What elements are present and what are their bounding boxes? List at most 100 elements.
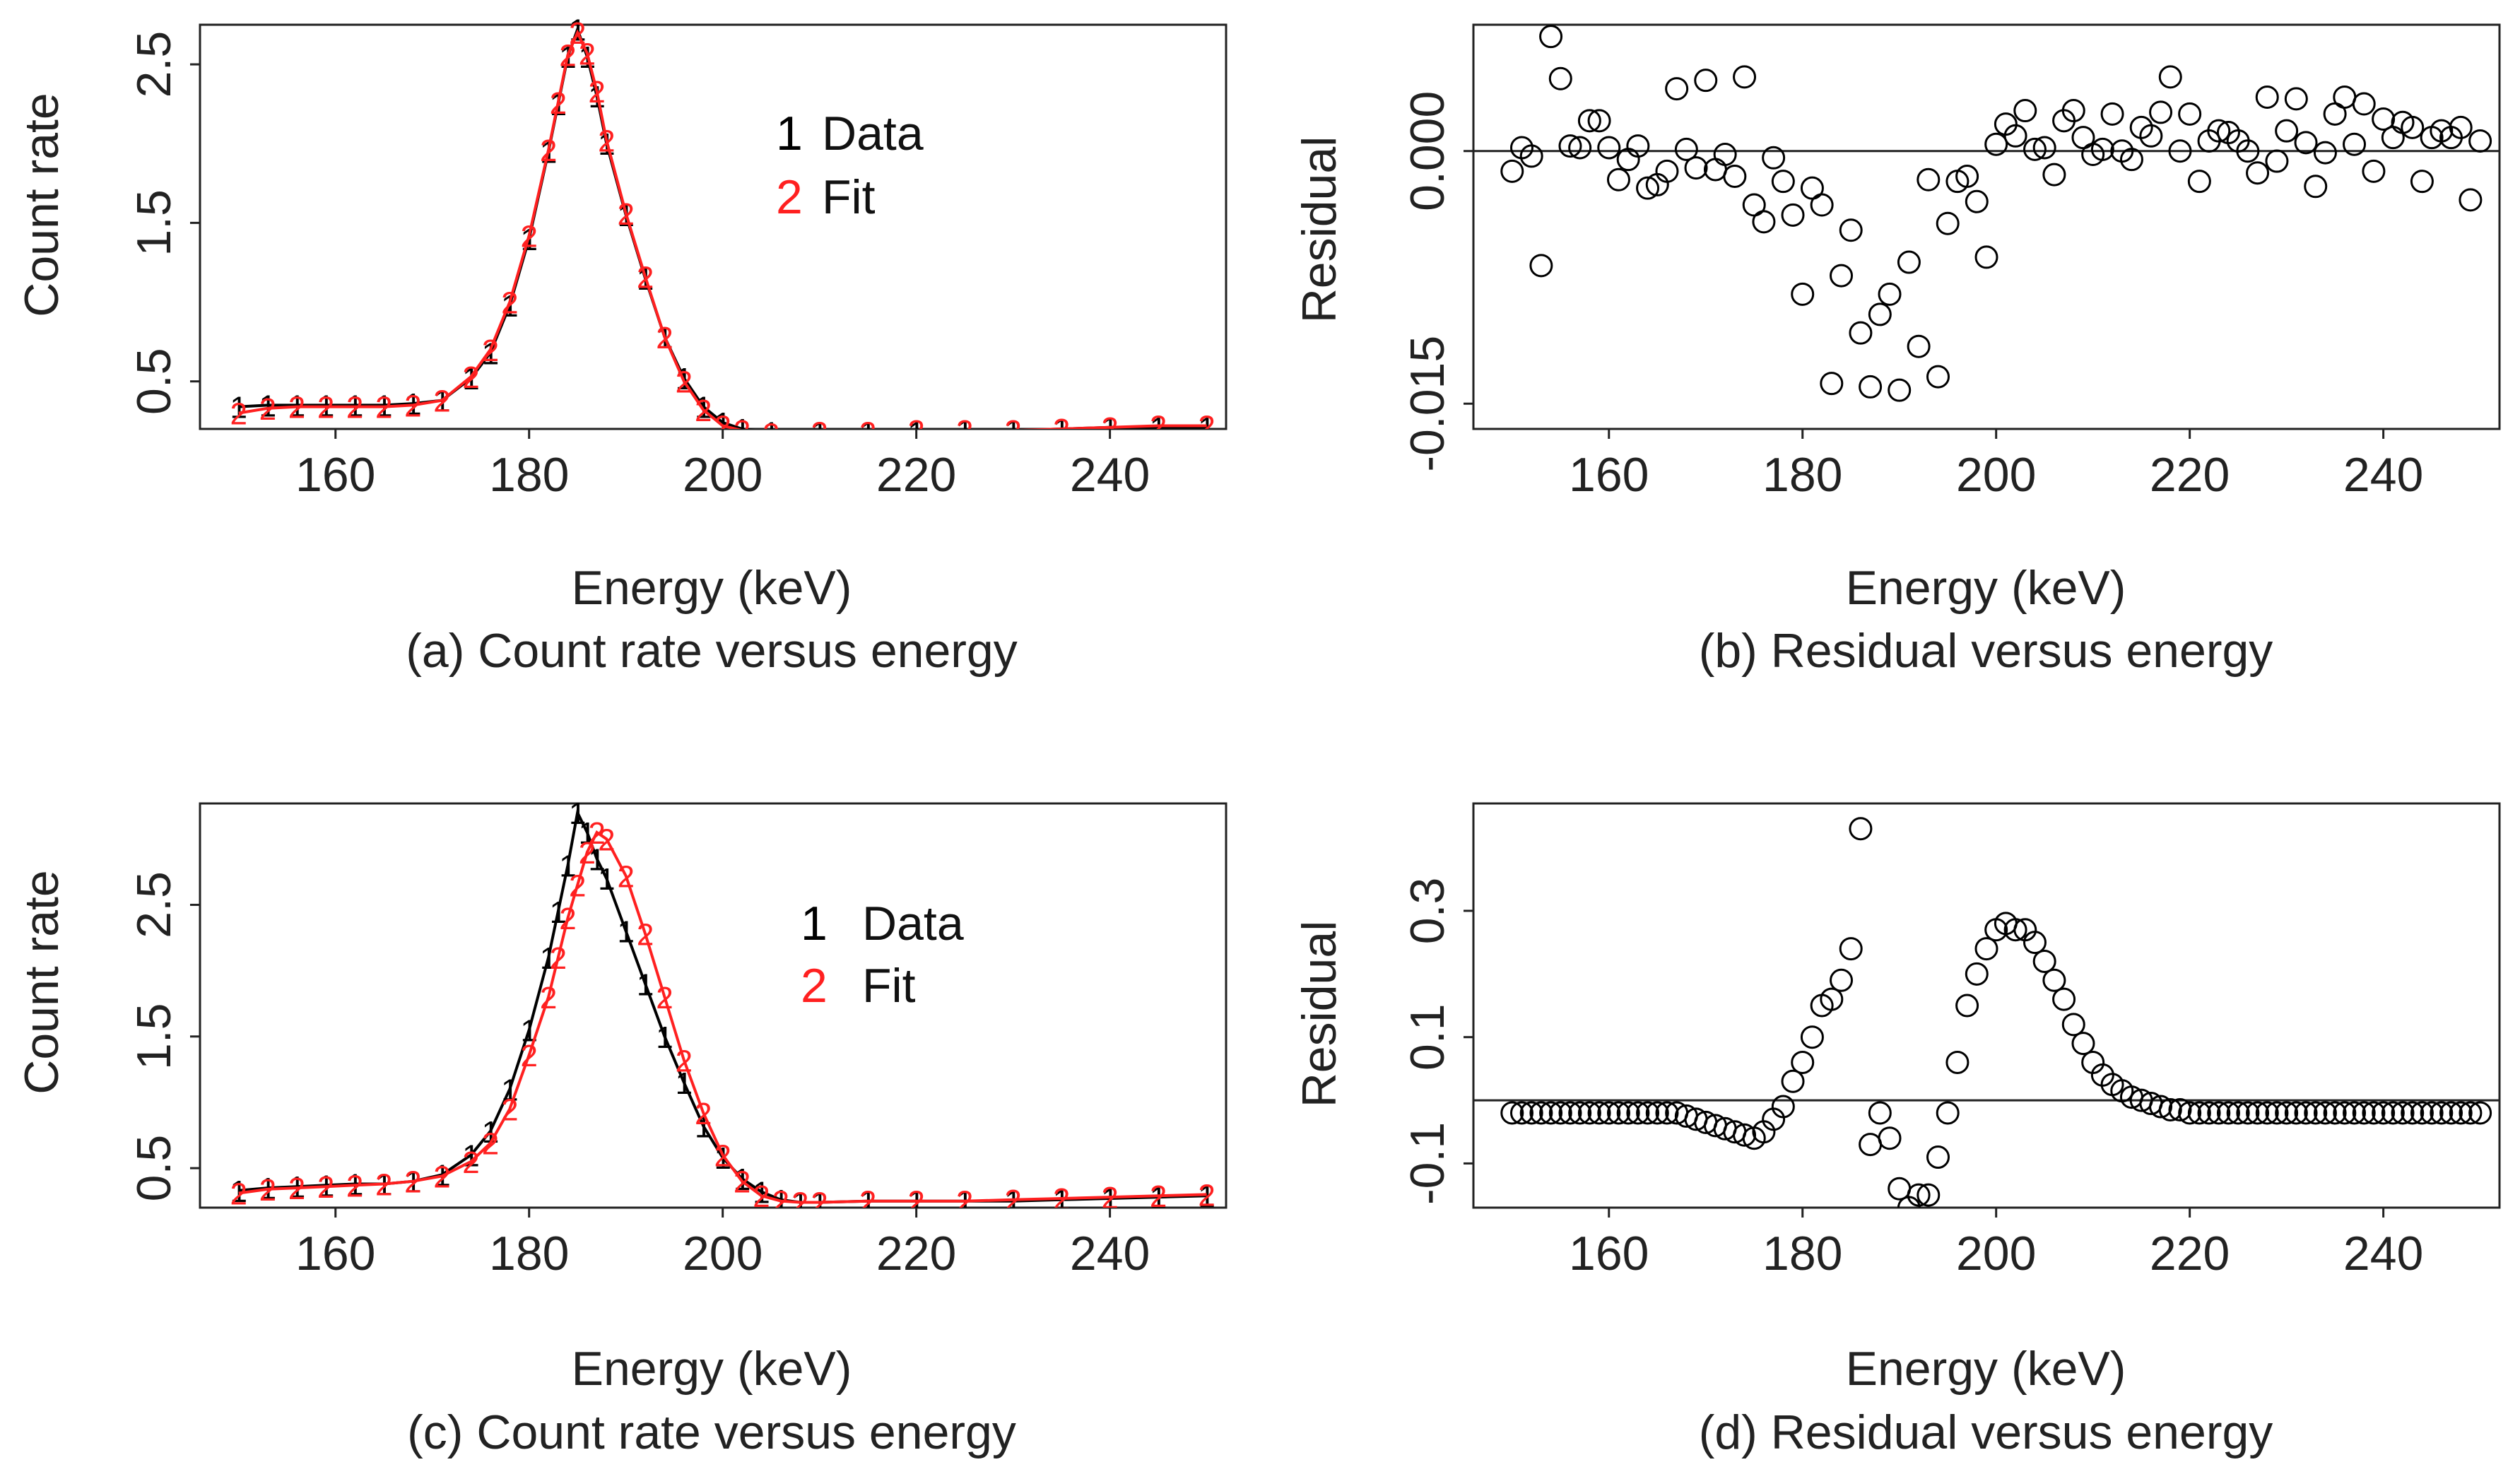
residual-point [2061, 99, 2085, 123]
residual-point [1606, 1101, 1630, 1125]
residual-point [2187, 1101, 2211, 1125]
series-fit-marker: 2 [404, 1165, 421, 1200]
series-data-marker: 1 [569, 796, 586, 831]
x-tick-label: 160 [1569, 448, 1649, 502]
residual-point [2226, 1101, 2250, 1125]
residual-point [2255, 85, 2279, 109]
residual-point [2401, 1101, 2425, 1125]
residual-point [1577, 1101, 1601, 1125]
series-data-marker: 1 [907, 1185, 924, 1220]
residual-point [1868, 1101, 1892, 1125]
residual-point [2468, 129, 2492, 153]
series-fit-marker: 2 [1198, 1178, 1215, 1213]
residual-point [1655, 159, 1679, 183]
residual-point [1587, 109, 1611, 133]
series-fit-marker: 2 [1150, 410, 1167, 444]
panel-a-plot-area: 1111111111111111111111111111111111112222… [230, 18, 1215, 452]
series-fit-marker: 2 [714, 410, 731, 444]
residual-point [1771, 170, 1795, 194]
series-fit-marker: 2 [753, 1179, 770, 1214]
residual-point [2468, 1101, 2492, 1125]
residual-point [1820, 987, 1844, 1011]
x-tick-label: 180 [1762, 1227, 1842, 1280]
series-fit-marker: 2 [433, 384, 450, 419]
series-fit-marker: 2 [956, 1185, 973, 1220]
x-tick-label: 240 [2343, 1227, 2423, 1280]
residual-point [1500, 1101, 1524, 1125]
x-tick-label: 160 [295, 448, 375, 502]
residual-point [2042, 968, 2066, 992]
residual-point [2430, 1101, 2454, 1125]
y-tick-label: 0.3 [1401, 878, 1454, 945]
series-fit-marker: 2 [656, 981, 673, 1015]
residual-point [2246, 1101, 2270, 1125]
series-data-marker: 1 [598, 862, 615, 897]
residual-point [1626, 134, 1650, 158]
residual-point [2032, 136, 2056, 160]
residual-point [1694, 69, 1718, 93]
residual-point [2372, 1101, 2396, 1125]
panel-c-caption: (c) Count rate versus energy [407, 1406, 1016, 1459]
residual-point [1509, 1101, 1533, 1125]
series-fit-marker: 2 [588, 816, 605, 851]
series-fit-marker: 2 [375, 1167, 392, 1202]
residual-point [1529, 1101, 1553, 1125]
residual-point [2149, 1095, 2173, 1119]
residual-point [1974, 937, 1998, 961]
residual-point [2216, 1101, 2240, 1125]
residual-point [1587, 1101, 1611, 1125]
residual-point [2449, 115, 2473, 139]
x-tick-label: 200 [683, 448, 763, 502]
residual-point [2158, 1097, 2182, 1121]
residual-point [1859, 375, 1883, 399]
y-tick-label: 0.1 [1401, 1003, 1454, 1071]
series-fit-marker: 2 [288, 391, 305, 425]
series-data-marker: 1 [656, 1020, 673, 1055]
x-tick-label: 200 [1956, 448, 2036, 502]
residual-point [2139, 124, 2163, 148]
x-tick-label: 240 [1070, 1227, 1150, 1280]
series-fit-marker: 2 [811, 1186, 828, 1221]
residual-point [1917, 167, 1941, 191]
residual-point [2100, 102, 2124, 126]
residual-point [1548, 1101, 1572, 1125]
residual-point [1665, 77, 1689, 101]
residual-point [1568, 136, 1592, 160]
series-fit-marker: 2 [791, 1186, 808, 1221]
panel-a-caption: (a) Count rate versus energy [406, 624, 1018, 678]
series-data-marker: 1 [791, 1186, 808, 1221]
series-fit-marker: 2 [714, 1138, 731, 1173]
legend-fit-symbol: 2 [801, 959, 828, 1013]
residual-point [1984, 132, 2008, 156]
series-fit-marker: 2 [579, 37, 596, 71]
residual-point [1800, 1025, 1824, 1049]
series-fit-marker: 2 [859, 416, 876, 450]
residual-point [1519, 1101, 1543, 1125]
residual-point [1965, 962, 1989, 986]
residual-point [2459, 1101, 2483, 1125]
residual-point [1830, 968, 1854, 992]
residual-point [1733, 65, 1757, 89]
panel-a-ylabel: Count rate [15, 93, 69, 317]
legend-data-symbol: 1 [776, 107, 803, 160]
residual-point [2265, 1101, 2289, 1125]
residual-point [2042, 163, 2066, 187]
series-fit-marker: 2 [1053, 413, 1070, 447]
series-fit-marker: 2 [520, 1039, 537, 1073]
residual-point [1791, 1050, 1815, 1074]
series-fit-marker: 2 [259, 1173, 276, 1208]
series-fit-marker: 2 [763, 418, 779, 452]
residual-point [1781, 203, 1805, 227]
residual-point [1810, 193, 1834, 217]
series-data-marker: 1 [520, 1013, 537, 1048]
panel-d-xlabel: Energy (keV) [1846, 1342, 2126, 1396]
residual-point [2401, 115, 2425, 139]
residual-point [1733, 1123, 1757, 1147]
y-tick-label: 0.5 [127, 348, 181, 415]
series-fit-marker: 2 [598, 823, 615, 857]
y-tick-label: -0.1 [1401, 1122, 1454, 1205]
series-fit-marker: 2 [695, 394, 712, 428]
residual-point [2362, 159, 2386, 183]
legend-fit-symbol: 2 [776, 170, 803, 224]
